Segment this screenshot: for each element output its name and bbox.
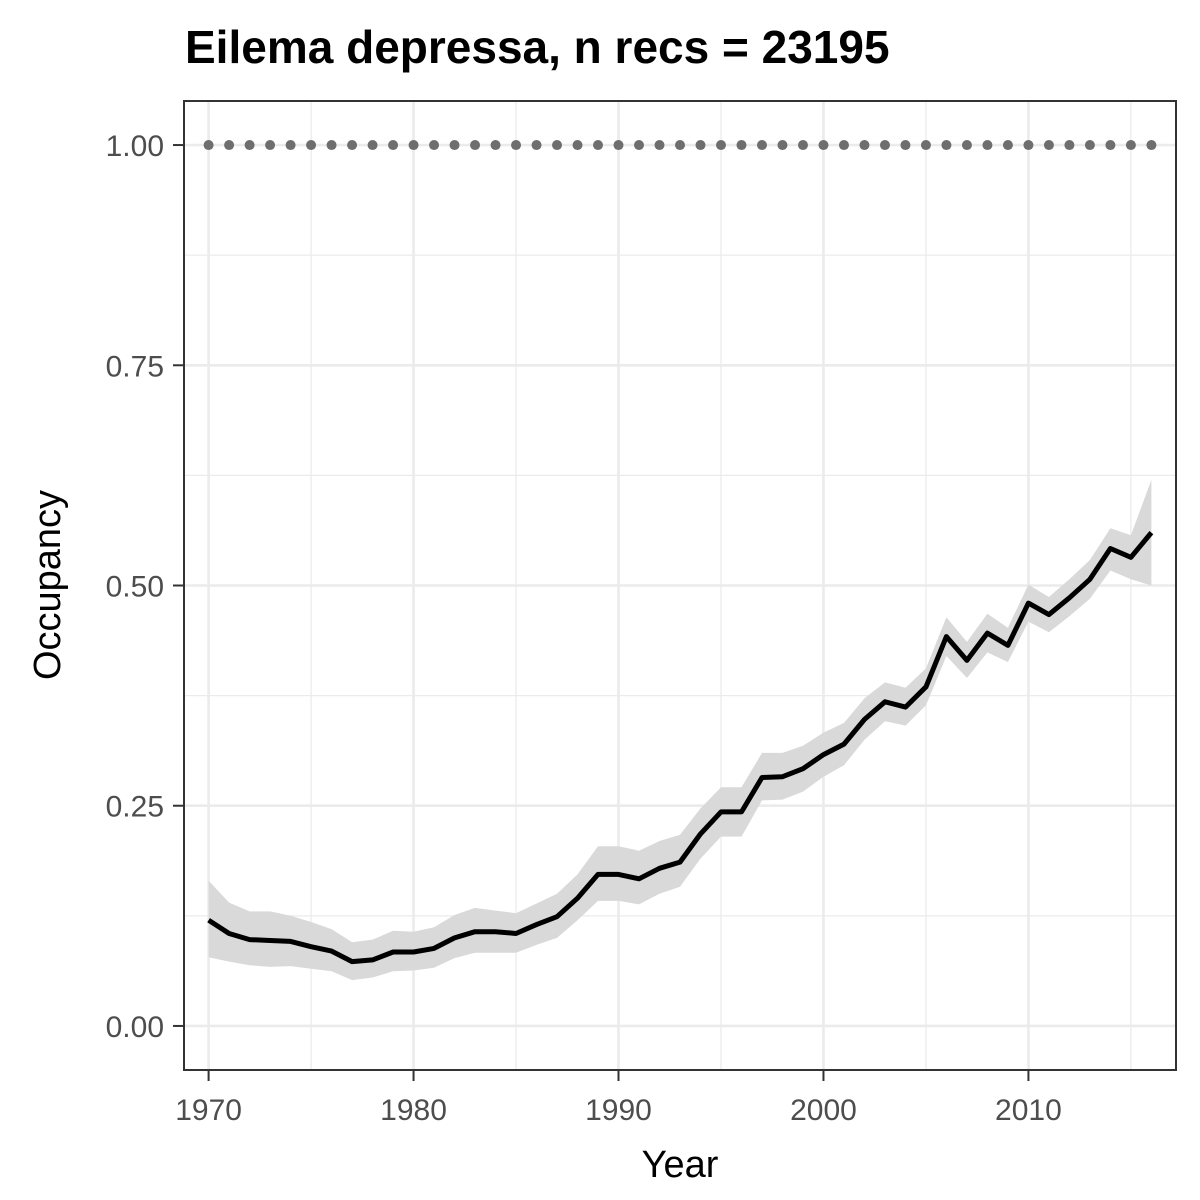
dot-point [244, 140, 255, 151]
y-tick-label: 0.75 [106, 350, 164, 383]
dot-point [818, 140, 829, 151]
dot-point [1002, 140, 1013, 151]
dot-point [879, 140, 890, 151]
dot-point [429, 140, 440, 151]
x-axis-ticks: 1970 1980 1990 2000 2010 [175, 1070, 1062, 1127]
dot-point [265, 140, 276, 151]
y-axis-ticks: 0.00 0.25 0.50 0.75 1.00 [106, 130, 184, 1044]
dot-point [552, 140, 563, 151]
x-tick-label: 2010 [995, 1094, 1062, 1127]
confidence-ribbon [208, 479, 1152, 981]
dot-point [797, 140, 808, 151]
dot-point [654, 140, 665, 151]
dot-point [347, 140, 358, 151]
dot-point [736, 140, 747, 151]
chart-title: Eilema depressa, n recs = 23195 [185, 21, 890, 73]
dot-point [941, 140, 952, 151]
dot-point [572, 140, 583, 151]
dot-point [675, 140, 685, 151]
dot-point [777, 140, 788, 151]
dot-point [613, 140, 624, 151]
dot-point [634, 140, 645, 151]
dot-point [449, 140, 460, 151]
dot-point [1125, 140, 1136, 151]
x-tick-label: 1970 [175, 1094, 242, 1127]
dot-point [367, 140, 378, 151]
y-tick-label: 0.25 [106, 791, 164, 824]
dot-point [1064, 140, 1075, 151]
x-axis-title: Year [642, 1144, 719, 1186]
dot-point [900, 140, 911, 151]
y-tick-label: 0.50 [106, 571, 164, 604]
dot-point [859, 140, 870, 151]
dot-point [408, 140, 419, 151]
dot-point [511, 140, 522, 151]
dot-point [1084, 140, 1095, 151]
dot-point [1105, 140, 1116, 151]
dot-point [1023, 140, 1034, 151]
dot-point [593, 140, 604, 151]
x-tick-label: 1980 [380, 1094, 447, 1127]
x-tick-label: 2000 [790, 1094, 857, 1127]
y-axis-title: Occupancy [27, 490, 69, 680]
dot-point [695, 140, 706, 151]
y-tick-label: 0.00 [106, 1011, 164, 1044]
dot-point [961, 140, 972, 151]
dot-point [306, 140, 317, 151]
dotted-reference-series [203, 140, 1157, 151]
dot-point [715, 140, 726, 151]
y-tick-label: 1.00 [106, 130, 164, 163]
dot-point [224, 140, 235, 151]
dot-point [920, 140, 931, 151]
dot-point [531, 140, 542, 151]
dot-point [1146, 140, 1157, 151]
dot-point [388, 140, 399, 151]
occupancy-trend-line [207, 531, 1154, 965]
dot-point [838, 140, 849, 151]
dot-point [1043, 140, 1054, 151]
dot-point [756, 140, 767, 151]
dot-point [203, 140, 214, 151]
dot-point [326, 140, 337, 151]
x-tick-label: 1990 [585, 1094, 652, 1127]
dot-point [470, 140, 481, 151]
dot-point [490, 140, 501, 151]
dot-point [285, 140, 296, 151]
dot-point [982, 140, 993, 151]
